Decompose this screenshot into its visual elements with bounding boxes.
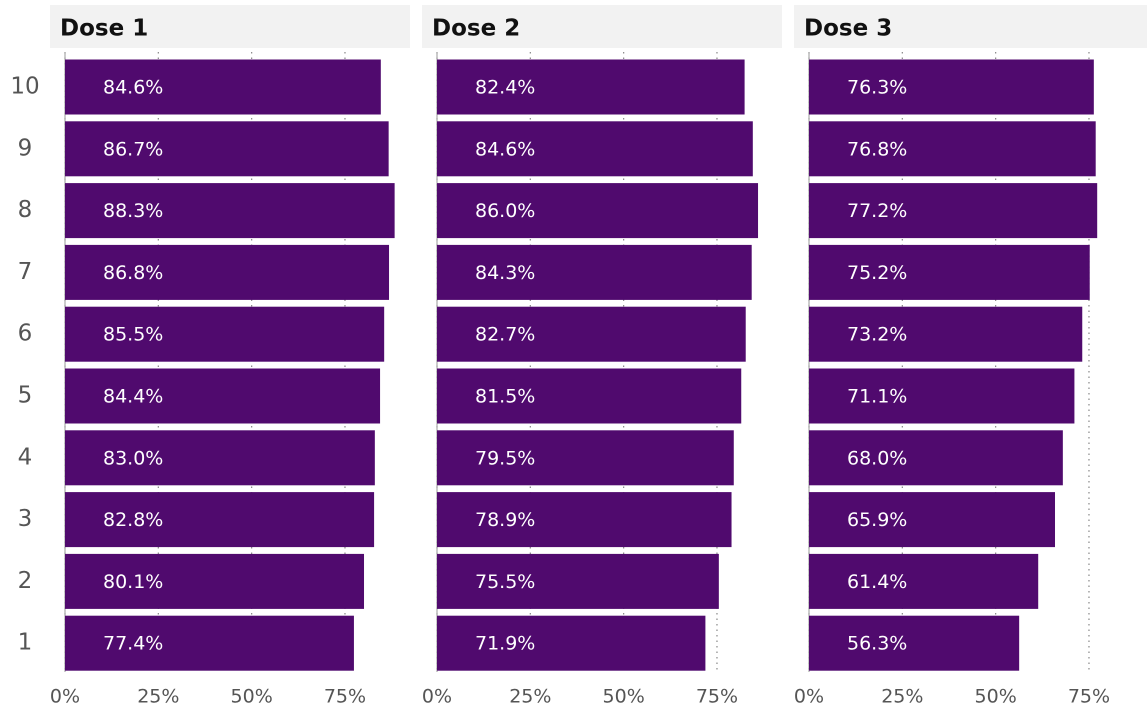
x-tick-label: 25% — [509, 686, 551, 708]
bar — [65, 121, 389, 177]
x-tick-label: 25% — [881, 686, 923, 708]
category-label: 4 — [18, 444, 33, 470]
x-tick-label: 0% — [422, 686, 452, 708]
value-label: 71.1% — [847, 386, 907, 408]
value-label: 76.3% — [847, 77, 907, 99]
value-label: 71.9% — [475, 633, 535, 655]
bar — [65, 430, 375, 486]
x-tick-label: 0% — [50, 686, 80, 708]
value-label: 76.8% — [847, 138, 907, 160]
panel-header — [50, 5, 410, 48]
value-label: 65.9% — [847, 509, 907, 531]
bar — [809, 121, 1096, 177]
category-label: 2 — [18, 568, 33, 594]
category-label: 5 — [18, 383, 33, 409]
value-label: 88.3% — [103, 200, 163, 222]
value-label: 68.0% — [847, 447, 907, 469]
value-label: 83.0% — [103, 447, 163, 469]
value-label: 80.1% — [103, 571, 163, 593]
bar — [437, 59, 745, 115]
value-label: 82.8% — [103, 509, 163, 531]
bar — [437, 430, 734, 486]
x-tick-label: 50% — [603, 686, 645, 708]
bar — [65, 492, 375, 548]
category-label: 10 — [10, 74, 39, 100]
x-tick-label: 25% — [137, 686, 179, 708]
value-label: 85.5% — [103, 324, 163, 346]
category-label: 1 — [18, 630, 33, 656]
value-label: 84.3% — [475, 262, 535, 284]
category-label: 3 — [18, 506, 33, 532]
bar — [65, 306, 385, 362]
panel-header — [794, 5, 1147, 48]
bar — [809, 430, 1063, 486]
value-label: 73.2% — [847, 324, 907, 346]
value-label: 61.4% — [847, 571, 907, 593]
bar — [809, 553, 1039, 609]
value-label: 77.4% — [103, 633, 163, 655]
value-label: 84.6% — [475, 138, 535, 160]
panel-title: Dose 3 — [804, 16, 892, 42]
bar — [65, 59, 381, 115]
category-label: 8 — [18, 197, 33, 223]
bar — [437, 615, 706, 671]
bar — [437, 121, 753, 177]
value-label: 75.2% — [847, 262, 907, 284]
value-label: 77.2% — [847, 200, 907, 222]
bar — [437, 306, 746, 362]
bar — [65, 615, 354, 671]
x-tick-label: 50% — [975, 686, 1017, 708]
bar — [437, 368, 742, 424]
value-label: 75.5% — [475, 571, 535, 593]
bar — [809, 306, 1083, 362]
value-label: 56.3% — [847, 633, 907, 655]
value-label: 86.8% — [103, 262, 163, 284]
bar — [437, 492, 732, 548]
value-label: 79.5% — [475, 447, 535, 469]
panel-title: Dose 1 — [60, 16, 148, 42]
value-label: 86.7% — [103, 138, 163, 160]
bar — [65, 553, 365, 609]
bar — [65, 183, 395, 239]
category-label: 7 — [18, 259, 33, 285]
bar — [65, 368, 381, 424]
value-label: 78.9% — [475, 509, 535, 531]
value-label: 82.4% — [475, 77, 535, 99]
bar — [809, 183, 1098, 239]
bar — [809, 368, 1075, 424]
x-tick-label: 75% — [696, 686, 738, 708]
bar — [809, 59, 1094, 115]
category-label: 9 — [18, 135, 33, 161]
panel-title: Dose 2 — [432, 16, 520, 42]
bar — [65, 244, 390, 300]
bar — [437, 553, 719, 609]
bar — [437, 183, 759, 239]
bar — [809, 492, 1056, 548]
x-tick-label: 50% — [231, 686, 273, 708]
x-tick-label: 75% — [1068, 686, 1110, 708]
value-label: 86.0% — [475, 200, 535, 222]
bar — [437, 244, 752, 300]
bar — [809, 244, 1090, 300]
x-tick-label: 0% — [794, 686, 824, 708]
category-label: 6 — [18, 321, 33, 347]
panel-header — [422, 5, 782, 48]
value-label: 81.5% — [475, 386, 535, 408]
x-tick-label: 75% — [324, 686, 366, 708]
value-label: 82.7% — [475, 324, 535, 346]
bar — [809, 615, 1020, 671]
value-label: 84.6% — [103, 77, 163, 99]
value-label: 84.4% — [103, 386, 163, 408]
